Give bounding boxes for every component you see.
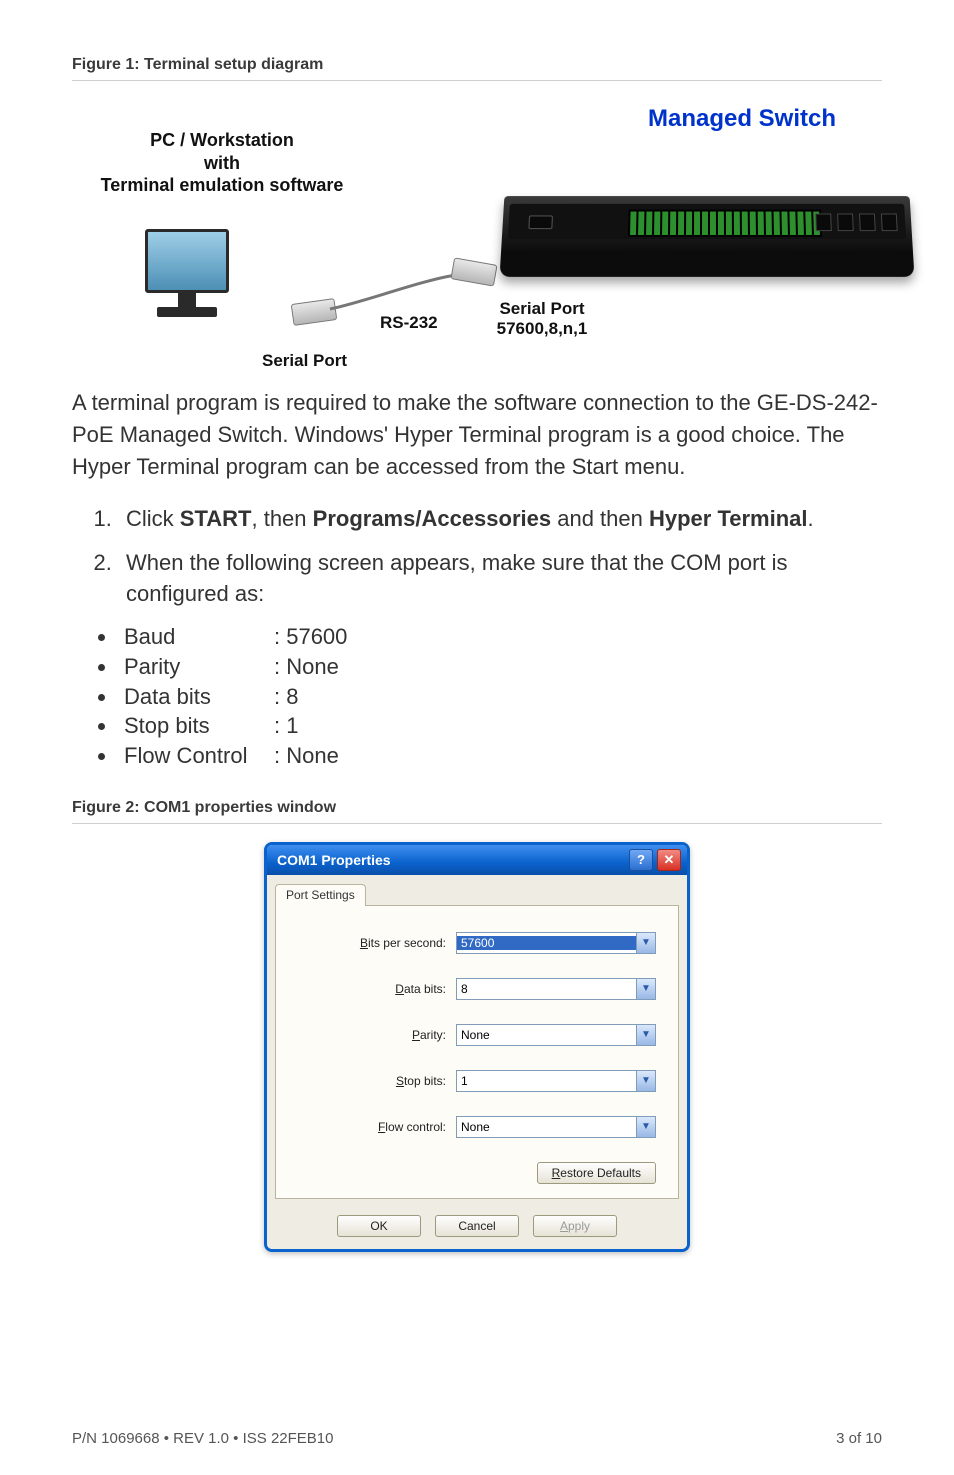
dialog-title: COM1 Properties xyxy=(277,852,391,868)
param-stop-bits: Stop bits: 1 xyxy=(118,711,882,741)
step-1-start: START xyxy=(180,506,252,531)
stop-bits-select[interactable]: 1 ▼ xyxy=(456,1070,656,1092)
step-1-programs: Programs/Accessories xyxy=(313,506,551,531)
chevron-down-icon: ▼ xyxy=(636,1025,655,1045)
com-params-list: Baud: 57600 Parity: None Data bits: 8 St… xyxy=(72,622,882,770)
chevron-down-icon: ▼ xyxy=(636,979,655,999)
page-footer: P/N 1069668 • REV 1.0 • ISS 22FEB10 3 of… xyxy=(72,1430,882,1447)
serial-port-left-label: Serial Port xyxy=(262,351,347,371)
rs232-cable xyxy=(292,261,492,321)
flow-control-label: Flow control: xyxy=(378,1120,446,1134)
bits-per-second-select[interactable]: 57600 ▼ xyxy=(456,932,656,954)
port-settings-panel: Bits per second: 57600 ▼ Data bits: 8 ▼ … xyxy=(275,905,679,1199)
apply-button[interactable]: Apply xyxy=(533,1215,617,1237)
restore-defaults-button[interactable]: Restore Defaults xyxy=(537,1162,656,1184)
parity-label: Parity: xyxy=(412,1028,446,1042)
ok-button[interactable]: OK xyxy=(337,1215,421,1237)
param-data-bits: Data bits: 8 xyxy=(118,682,882,712)
chevron-down-icon: ▼ xyxy=(636,933,655,953)
cancel-button[interactable]: Cancel xyxy=(435,1215,519,1237)
terminal-setup-diagram: PC / Workstation with Terminal emulation… xyxy=(72,99,882,359)
footer-right: 3 of 10 xyxy=(836,1430,882,1447)
serial-port-right-line2: 57600,8,n,1 xyxy=(497,319,588,338)
step-2: When the following screen appears, make … xyxy=(118,547,882,611)
tab-port-settings[interactable]: Port Settings xyxy=(275,884,366,906)
pc-workstation-label: PC / Workstation with Terminal emulation… xyxy=(72,129,372,197)
close-button[interactable]: ✕ xyxy=(657,849,681,871)
step-1: Click START, then Programs/Accessories a… xyxy=(118,503,882,535)
figure1-caption: Figure 1: Terminal setup diagram xyxy=(72,56,882,81)
flow-control-select[interactable]: None ▼ xyxy=(456,1116,656,1138)
steps-list: Click START, then Programs/Accessories a… xyxy=(72,503,882,611)
chevron-down-icon: ▼ xyxy=(636,1071,655,1091)
chevron-down-icon: ▼ xyxy=(636,1117,655,1137)
data-bits-label: Data bits: xyxy=(395,982,446,996)
serial-port-right-label: Serial Port 57600,8,n,1 xyxy=(472,299,612,340)
param-parity: Parity: None xyxy=(118,652,882,682)
serial-port-right-line1: Serial Port xyxy=(499,299,584,318)
cable-wire-icon xyxy=(328,271,458,311)
intro-paragraph: A terminal program is required to make t… xyxy=(72,387,882,483)
bits-per-second-label: Bits per second: xyxy=(360,936,446,950)
data-bits-select[interactable]: 8 ▼ xyxy=(456,978,656,1000)
footer-left: P/N 1069668 • REV 1.0 • ISS 22FEB10 xyxy=(72,1430,334,1447)
help-button[interactable]: ? xyxy=(629,849,653,871)
figure2-caption: Figure 2: COM1 properties window xyxy=(72,799,882,824)
managed-switch-icon xyxy=(502,195,912,277)
com1-properties-dialog: COM1 Properties ? ✕ Port Settings Bits p… xyxy=(264,842,690,1252)
managed-switch-title: Managed Switch xyxy=(602,105,882,133)
param-flow-control: Flow Control: None xyxy=(118,741,882,771)
stop-bits-label: Stop bits: xyxy=(396,1074,446,1088)
param-baud: Baud: 57600 xyxy=(118,622,882,652)
step-1-hyperterminal: Hyper Terminal xyxy=(649,506,808,531)
dialog-titlebar[interactable]: COM1 Properties ? ✕ xyxy=(267,845,687,875)
parity-select[interactable]: None ▼ xyxy=(456,1024,656,1046)
rs232-label: RS-232 xyxy=(380,313,438,333)
pc-icon xyxy=(132,229,242,329)
step-1-text: Click xyxy=(126,506,180,531)
